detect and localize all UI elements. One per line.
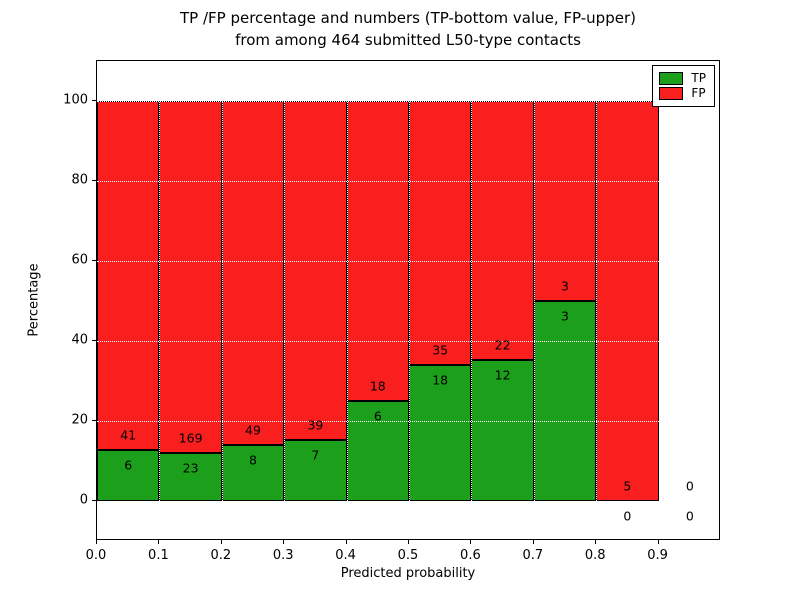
gridline-horizontal bbox=[97, 501, 721, 502]
fp-count-label: 22 bbox=[494, 337, 511, 353]
x-tick-label: 0.5 bbox=[397, 548, 419, 563]
legend-label-tp: TP bbox=[691, 71, 706, 85]
bar-segment-tp bbox=[97, 449, 160, 501]
y-tick-mark bbox=[92, 420, 96, 421]
x-tick-label: 0.2 bbox=[210, 548, 232, 563]
y-tick-mark bbox=[92, 260, 96, 261]
legend: TP FP bbox=[652, 65, 715, 107]
bar-segment-fp bbox=[471, 101, 534, 360]
chart-title-line1: TP /FP percentage and numbers (TP-bottom… bbox=[180, 9, 636, 27]
x-tick-label: 0.4 bbox=[335, 548, 356, 563]
bar-segment-fp bbox=[221, 101, 285, 445]
y-tick-label: 20 bbox=[71, 412, 88, 428]
fp-count-label: 49 bbox=[245, 422, 261, 438]
x-tick-label: 0.8 bbox=[584, 548, 606, 563]
x-tick-label: 0.3 bbox=[272, 548, 294, 563]
bar-segment-fp bbox=[533, 101, 597, 301]
legend-row-tp: TP bbox=[659, 72, 706, 85]
x-tick-mark bbox=[283, 540, 285, 544]
gridline-vertical bbox=[471, 61, 473, 541]
gridline-vertical bbox=[346, 61, 348, 541]
bar-segment-fp bbox=[97, 101, 160, 450]
fp-count-label: 5 bbox=[623, 478, 632, 494]
gridline-vertical bbox=[596, 61, 598, 541]
plot-area: TP FP 41 6 169 23 49 8 39 7 18 6 35 18 22 12 3 3 5 0 0 0 bbox=[96, 60, 721, 541]
legend-row-fp: FP bbox=[659, 87, 706, 100]
tp-count-label: 3 bbox=[561, 308, 569, 324]
fp-count-label: 35 bbox=[432, 342, 449, 358]
gridline-vertical bbox=[159, 61, 161, 541]
tp-count-label: 18 bbox=[432, 372, 449, 388]
x-tick-label: 0.9 bbox=[647, 548, 668, 563]
x-tick-mark bbox=[220, 540, 222, 544]
x-tick-mark bbox=[470, 540, 472, 544]
gridline-horizontal bbox=[97, 101, 721, 102]
fp-count-label: 41 bbox=[120, 427, 137, 443]
gridline-vertical bbox=[221, 61, 223, 541]
legend-label-fp: FP bbox=[691, 86, 706, 100]
x-axis-label: Predicted probability bbox=[340, 566, 476, 581]
y-tick-mark bbox=[92, 180, 96, 181]
x-tick-label: 0.6 bbox=[460, 548, 481, 563]
y-tick-label: 60 bbox=[71, 252, 88, 268]
fp-count-label: 18 bbox=[369, 378, 386, 394]
x-tick-mark bbox=[595, 540, 597, 544]
tp-count-label: 12 bbox=[494, 367, 511, 383]
y-tick-label: 40 bbox=[71, 332, 88, 348]
bar-segment-tp bbox=[159, 453, 222, 501]
gridline-horizontal bbox=[97, 341, 721, 342]
bar-segment-fp bbox=[284, 101, 347, 441]
bar-segment-fp bbox=[159, 101, 222, 453]
fp-count-label: 3 bbox=[561, 278, 569, 294]
bar-segment-tp bbox=[533, 301, 597, 501]
y-tick-mark bbox=[92, 100, 96, 101]
tp-count-label: 6 bbox=[373, 408, 382, 424]
y-tick-mark bbox=[92, 340, 96, 341]
legend-swatch-fp bbox=[659, 87, 684, 100]
gridline-vertical bbox=[409, 61, 410, 541]
y-tick-label: 0 bbox=[79, 492, 88, 508]
y-tick-label: 80 bbox=[71, 172, 88, 188]
x-tick-mark bbox=[96, 540, 97, 544]
x-tick-label: 0.7 bbox=[522, 548, 544, 563]
x-tick-mark bbox=[345, 540, 347, 544]
tp-count-label: 8 bbox=[249, 452, 257, 468]
tp-count-label: 6 bbox=[124, 457, 133, 473]
x-tick-mark bbox=[158, 540, 160, 544]
chart-title-line2: from among 464 submitted L50-type contac… bbox=[235, 31, 581, 49]
tp-count-label: 0 bbox=[685, 508, 694, 524]
x-tick-label: 0.0 bbox=[85, 548, 107, 563]
x-tick-mark bbox=[408, 540, 409, 544]
gridline-horizontal bbox=[97, 181, 721, 182]
gridline-vertical bbox=[658, 61, 660, 541]
y-axis-label: Percentage bbox=[26, 263, 42, 337]
tp-count-label: 0 bbox=[623, 508, 632, 524]
bar-segment-fp bbox=[346, 101, 409, 401]
x-tick-label: 0.1 bbox=[148, 548, 169, 563]
fp-count-label: 169 bbox=[178, 430, 203, 446]
gridline-vertical bbox=[284, 61, 286, 541]
bar-segment-tp bbox=[409, 365, 472, 501]
x-tick-mark bbox=[657, 540, 659, 544]
legend-swatch-tp bbox=[659, 72, 684, 85]
bar-segment-fp bbox=[409, 101, 472, 365]
tp-count-label: 7 bbox=[311, 447, 320, 463]
gridline-horizontal bbox=[97, 421, 721, 422]
gridline-vertical bbox=[533, 61, 535, 541]
fp-count-label: 39 bbox=[307, 417, 324, 433]
tp-count-label: 23 bbox=[182, 460, 199, 476]
y-tick-label: 100 bbox=[63, 92, 88, 108]
y-tick-mark bbox=[92, 500, 96, 501]
gridline-horizontal bbox=[97, 261, 721, 262]
bar-segment-fp bbox=[596, 101, 659, 501]
bar-segment-tp bbox=[284, 440, 347, 501]
fp-count-label: 0 bbox=[685, 478, 694, 494]
x-tick-mark bbox=[532, 540, 534, 544]
